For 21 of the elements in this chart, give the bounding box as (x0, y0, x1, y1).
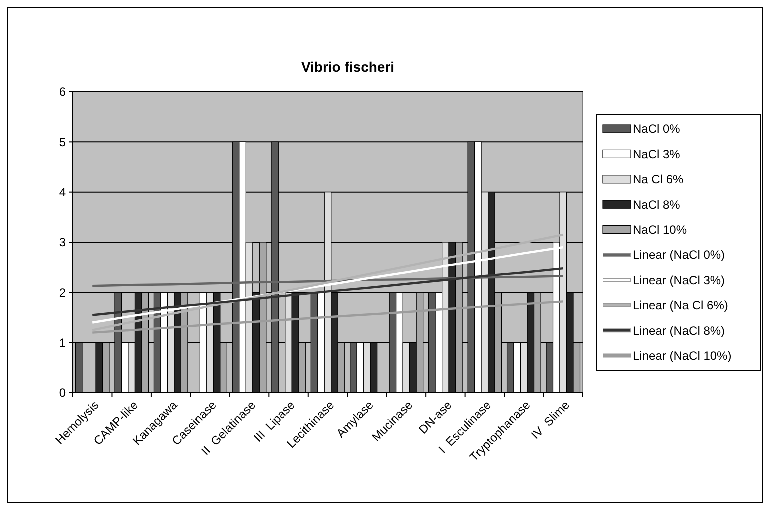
legend-label: Linear (NaCl 0%) (633, 248, 726, 262)
y-tick-label: 5 (59, 135, 66, 150)
legend-label: Linear (Na Cl 6%) (633, 298, 728, 313)
line-series (92, 267, 564, 316)
y-tick-label: 1 (59, 336, 66, 350)
legend-label: NaCl 0% (633, 122, 681, 136)
legend-label: Linear (NaCl 3%) (633, 273, 726, 288)
line-series (92, 234, 564, 332)
line-series (92, 275, 564, 288)
legend-label: NaCl 3% (633, 147, 681, 162)
legend-label: Linear (NaCl 10%) (633, 349, 732, 363)
y-tick-label: 6 (59, 85, 66, 100)
y-tick-label: 0 (59, 386, 66, 400)
y-tick-label: 4 (59, 186, 66, 200)
legend-label: NaCl 10% (633, 223, 688, 237)
y-tick-label: 3 (59, 236, 66, 250)
legend-label: NaCl 8% (633, 198, 681, 212)
legend-label: Na Cl 6% (633, 172, 684, 187)
y-tick-label: 2 (59, 286, 66, 300)
chart-title: Vibrio fischeri (301, 59, 395, 75)
legend-label: Linear (NaCl 8%) (633, 324, 726, 338)
